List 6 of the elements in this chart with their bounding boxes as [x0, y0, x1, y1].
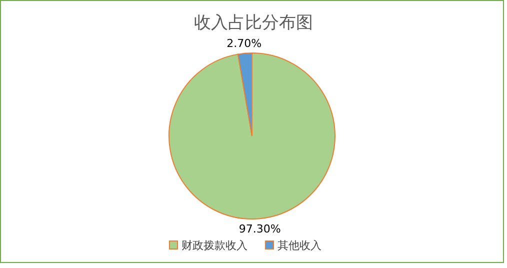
chart-title: 收入占比分布图	[194, 12, 313, 33]
data-label: 97.30%	[238, 222, 281, 236]
data-label: 2.70%	[226, 37, 262, 50]
legend-label: 财政拨款收入	[182, 238, 248, 252]
pie-slice	[168, 52, 336, 220]
legend-label: 其他收入	[278, 238, 322, 252]
